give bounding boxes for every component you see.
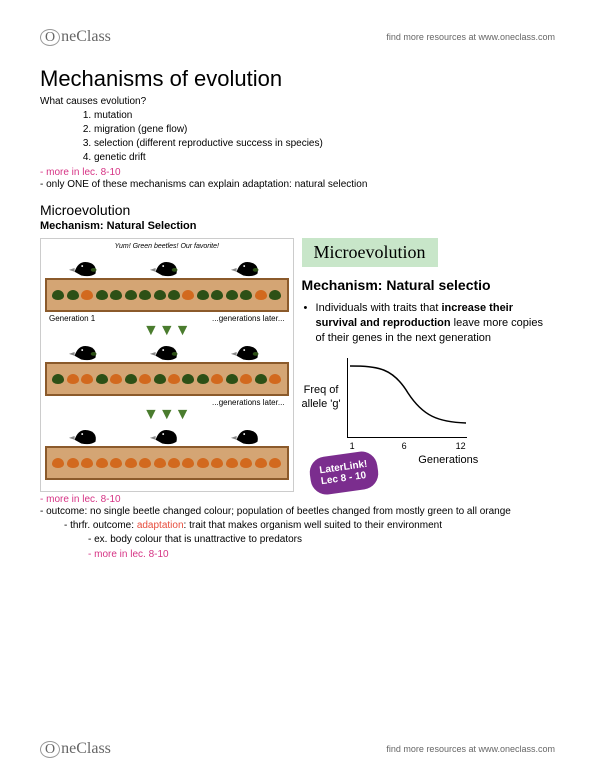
logo-icon: O <box>40 741 60 758</box>
crow-icon <box>148 336 186 366</box>
list-item: selection (different reproductive succes… <box>94 137 555 151</box>
later-link-bubble: LaterLink!Lec 8 - 10 <box>307 449 380 496</box>
bird-row <box>45 252 289 282</box>
body-text: - thrfr. outcome: adaptation: trait that… <box>40 519 555 533</box>
crow-icon <box>229 252 267 282</box>
beetle-block <box>45 446 289 480</box>
tagline: find more resources at www.oneclass.com <box>386 32 555 42</box>
keyword: adaptation <box>137 520 184 531</box>
page-title: Mechanisms of evolution <box>40 66 555 92</box>
body-text: - only ONE of these mechanisms can expla… <box>40 178 555 192</box>
frequency-chart: 1 6 12 <box>347 358 467 438</box>
right-panel: Microevolution Mechanism: Natural select… <box>302 238 555 492</box>
speech-bubble: Yum! Green beetles! Our favorite! <box>45 243 289 250</box>
list-item: genetic drift <box>94 151 555 165</box>
note-link: - more in lec. 8-10 <box>40 549 555 560</box>
list-item: migration (gene flow) <box>94 123 555 137</box>
body-text: - outcome: no single beetle changed colo… <box>40 505 555 519</box>
beetle-block <box>45 362 289 396</box>
bullet-text: Individuals with traits that increase th… <box>302 301 555 346</box>
footer: OneClass find more resources at www.onec… <box>40 740 555 758</box>
x-tick: 1 <box>350 441 355 451</box>
header: OneClass find more resources at www.onec… <box>40 28 555 46</box>
crow-icon <box>67 252 105 282</box>
logo: OneClass <box>40 740 111 758</box>
down-arrow-icon: ▼▼▼ <box>45 325 289 336</box>
subsection-heading: Mechanism: Natural Selection <box>40 220 555 232</box>
y-axis-label: Freq ofallele 'g' <box>302 384 341 410</box>
logo: OneClass <box>40 28 111 46</box>
question: What causes evolution? <box>40 96 555 107</box>
note-link: - more in lec. 8-10 <box>40 167 555 178</box>
note-link: - more in lec. 8-10 <box>40 494 555 505</box>
x-tick: 12 <box>456 441 466 451</box>
causes-list: mutation migration (gene flow) selection… <box>40 109 555 165</box>
list-item: mutation <box>94 109 555 123</box>
crow-icon <box>67 420 105 450</box>
crow-icon <box>148 420 186 450</box>
crow-icon <box>229 336 267 366</box>
chart-row: Freq ofallele 'g' 1 6 12 <box>302 358 555 438</box>
down-arrow-icon: ▼▼▼ <box>45 409 289 420</box>
slide-subtitle: Mechanism: Natural selectio <box>302 277 555 293</box>
bird-row <box>45 336 289 366</box>
bird-row <box>45 420 289 450</box>
tagline: find more resources at www.oneclass.com <box>386 744 555 754</box>
x-tick: 6 <box>402 441 407 451</box>
crow-icon <box>67 336 105 366</box>
body-text: - ex. body colour that is unattractive t… <box>40 533 555 547</box>
slide-title: Microevolution <box>302 238 438 267</box>
figure-wrap: Yum! Green beetles! Our favorite! Genera… <box>40 238 555 492</box>
crow-icon <box>229 420 267 450</box>
logo-icon: O <box>40 29 60 46</box>
crow-icon <box>148 252 186 282</box>
beetle-diagram: Yum! Green beetles! Our favorite! Genera… <box>40 238 294 492</box>
beetle-block <box>45 278 289 312</box>
document-page: OneClass find more resources at www.onec… <box>0 0 595 580</box>
section-heading: Microevolution <box>40 202 555 218</box>
